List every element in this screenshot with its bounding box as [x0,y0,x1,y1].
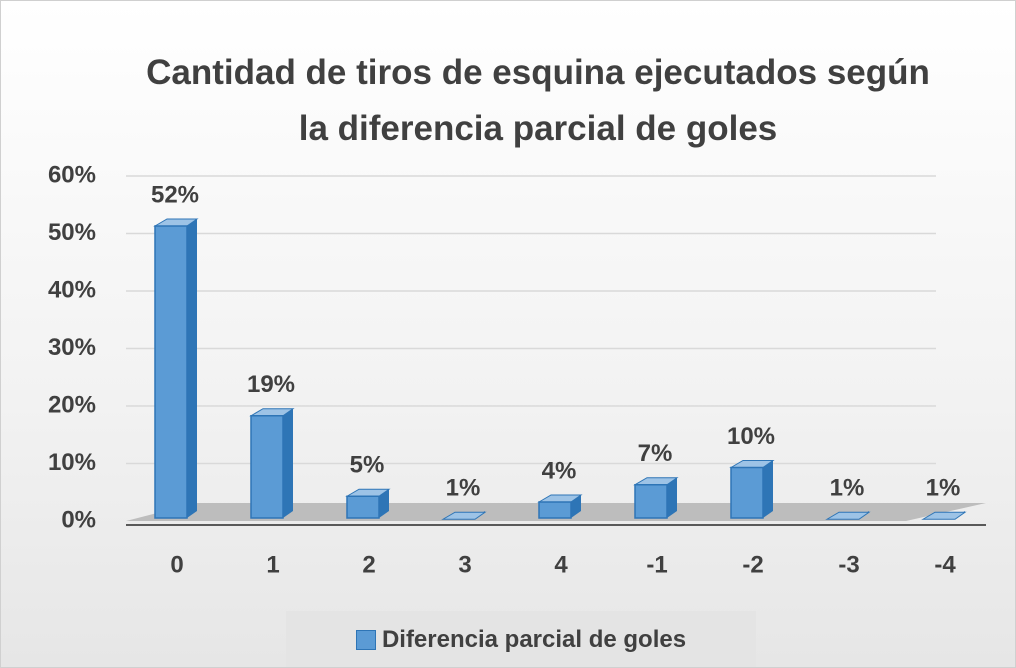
data-label: 7% [638,440,673,467]
chart-title: Cantidad de tiros de esquina ejecutados … [146,53,930,148]
bar [538,501,572,519]
y-tick-label: 20% [48,391,96,418]
data-label: 1% [446,475,481,502]
legend: Diferencia parcial de goles [286,611,756,667]
data-label: 5% [350,452,385,479]
bar-side [187,219,197,518]
x-tick-label: 4 [554,551,568,578]
bar-side [379,489,389,518]
bar-top [825,511,871,520]
data-label: 4% [542,457,577,484]
bar [154,225,188,519]
y-tick-label: 10% [48,449,96,476]
x-tick-label: -4 [934,551,956,578]
y-tick-label: 60% [48,161,96,188]
bar-side [763,460,773,518]
data-label: 10% [727,423,775,450]
legend-label: Diferencia parcial de goles [381,626,687,653]
x-tick-label: -2 [742,551,763,578]
x-tick-label: -3 [838,551,859,578]
bar [346,495,380,519]
x-tick-label: 1 [266,551,279,578]
bar [634,484,668,519]
data-label: 1% [926,475,961,502]
bar-top [441,511,487,520]
bar-top [921,511,967,520]
data-label: 19% [247,371,295,398]
legend-swatch [355,630,376,650]
y-tick-label: 0% [61,506,96,533]
y-tick-label: 40% [48,276,96,303]
y-tick-label: 30% [48,334,96,361]
bar [250,415,284,519]
x-tick-label: 3 [458,551,471,578]
x-tick-label: -1 [646,551,667,578]
data-label: 52% [151,181,199,208]
bar [730,466,764,519]
data-label: 1% [830,475,865,502]
y-tick-label: 50% [48,219,96,246]
bar-side [667,477,677,518]
x-tick-label: 0 [170,551,183,578]
bar-side [283,408,293,518]
x-tick-label: 2 [362,551,375,578]
